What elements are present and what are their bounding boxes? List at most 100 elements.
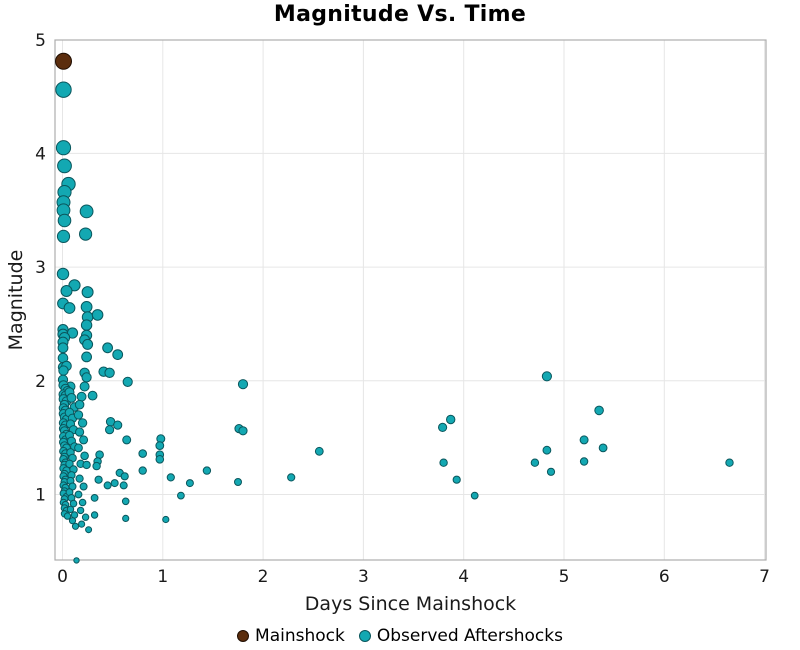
- data-point-aftershock: [542, 445, 552, 455]
- data-point-aftershock: [78, 498, 87, 507]
- data-point-aftershock: [594, 405, 604, 416]
- data-point-aftershock: [110, 479, 119, 488]
- data-point-aftershock: [73, 410, 84, 420]
- data-point-aftershock: [60, 285, 73, 297]
- x-tick-label-1: 1: [157, 567, 168, 587]
- data-point-aftershock: [470, 491, 479, 500]
- data-point-aftershock: [71, 522, 80, 530]
- data-point-aftershock: [79, 381, 90, 392]
- data-point-aftershock: [122, 514, 130, 523]
- data-point-aftershock: [56, 229, 71, 243]
- data-point-aftershock: [234, 478, 242, 486]
- data-point-aftershock: [81, 286, 94, 299]
- data-point-aftershock: [82, 338, 94, 350]
- data-point-aftershock: [80, 319, 93, 331]
- data-point-aftershock: [119, 481, 128, 490]
- y-tick-label-2: 2: [35, 372, 46, 392]
- x-tick-label-0: 0: [57, 567, 68, 587]
- mainshock-marker-icon: [237, 630, 250, 642]
- data-point-aftershock: [439, 458, 448, 467]
- data-point-aftershock: [155, 441, 165, 451]
- data-point-aftershock: [452, 475, 461, 484]
- data-point-aftershock: [76, 391, 87, 402]
- x-tick-label-7: 7: [759, 567, 770, 587]
- data-point-aftershock: [120, 472, 129, 481]
- legend-item-aftershocks: Observed Aftershocks: [358, 626, 563, 646]
- data-point-aftershock: [58, 365, 69, 376]
- data-point-aftershock: [546, 467, 556, 476]
- data-point-aftershock: [75, 474, 84, 483]
- y-tick-label-1: 1: [35, 486, 46, 506]
- data-point-aftershock: [80, 451, 89, 461]
- data-point-aftershock: [177, 491, 185, 500]
- data-point-aftershock: [103, 481, 112, 490]
- x-tick-label-3: 3: [358, 567, 369, 587]
- data-point-aftershock: [81, 372, 92, 383]
- legend-label-aftershocks: Observed Aftershocks: [376, 626, 563, 646]
- data-point-aftershock: [79, 482, 88, 491]
- data-point-aftershock: [56, 267, 70, 281]
- data-point-aftershock: [65, 459, 74, 468]
- legend: Mainshock Observed Aftershocks: [0, 626, 800, 646]
- x-axis-label: Days Since Mainshock: [304, 593, 517, 615]
- data-point-aftershock: [63, 302, 76, 314]
- data-point-aftershock: [138, 449, 147, 458]
- data-point-aftershock: [57, 213, 72, 228]
- data-point-mainshock: [55, 52, 72, 70]
- legend-label-mainshock: Mainshock: [255, 626, 345, 646]
- data-point-aftershock: [121, 497, 130, 506]
- x-tick-label-2: 2: [258, 567, 269, 587]
- data-point-aftershock: [80, 301, 93, 313]
- data-point-aftershock: [598, 443, 608, 453]
- data-point-aftershock: [79, 227, 93, 241]
- data-point-aftershock: [112, 349, 124, 361]
- data-point-aftershock: [530, 458, 540, 467]
- points-layer: [55, 52, 734, 564]
- data-point-aftershock: [90, 511, 99, 519]
- data-point-aftershock: [94, 475, 103, 484]
- data-point-aftershock: [166, 473, 175, 482]
- data-point-aftershock: [66, 505, 75, 513]
- data-point-aftershock: [113, 420, 123, 430]
- data-point-aftershock: [122, 376, 133, 387]
- data-point-aftershock: [438, 422, 448, 432]
- data-point-aftershock: [74, 490, 83, 499]
- data-point-aftershock: [541, 371, 553, 382]
- data-point-aftershock: [104, 367, 115, 378]
- data-point-aftershock: [90, 494, 99, 502]
- data-point-aftershock: [77, 418, 88, 428]
- data-point-aftershock: [68, 517, 77, 525]
- data-point-aftershock: [87, 390, 98, 401]
- data-point-aftershock: [81, 351, 92, 363]
- data-point-aftershock: [579, 457, 589, 466]
- data-point-aftershock: [92, 461, 101, 471]
- data-point-aftershock: [57, 342, 69, 354]
- data-point-aftershock: [238, 426, 248, 436]
- y-axis-label: Magnitude: [5, 249, 27, 351]
- data-point-aftershock: [81, 513, 90, 521]
- data-point-aftershock: [287, 473, 296, 482]
- chart-title: Magnitude Vs. Time: [273, 2, 527, 27]
- aftershock-marker-icon: [358, 630, 371, 642]
- data-point-aftershock: [78, 520, 86, 528]
- panel-border: [54, 39, 767, 561]
- data-point-aftershock: [138, 466, 147, 475]
- data-point-aftershock: [162, 515, 170, 524]
- data-point-aftershock: [446, 414, 456, 425]
- y-tick-label-5: 5: [35, 31, 46, 51]
- data-point-aftershock: [85, 526, 93, 534]
- data-point-aftershock: [237, 379, 249, 390]
- data-point-aftershock: [579, 435, 589, 445]
- data-point-aftershock: [79, 204, 94, 219]
- data-point-aftershock: [66, 393, 77, 403]
- y-tick-label-3: 3: [35, 258, 46, 278]
- data-point-aftershock: [102, 342, 113, 354]
- x-tick-label-5: 5: [559, 567, 570, 587]
- data-point-aftershock: [57, 158, 72, 174]
- data-point-aftershock: [725, 458, 734, 467]
- data-point-aftershock: [155, 455, 165, 464]
- data-point-aftershock: [122, 435, 132, 445]
- data-point-aftershock: [75, 427, 85, 437]
